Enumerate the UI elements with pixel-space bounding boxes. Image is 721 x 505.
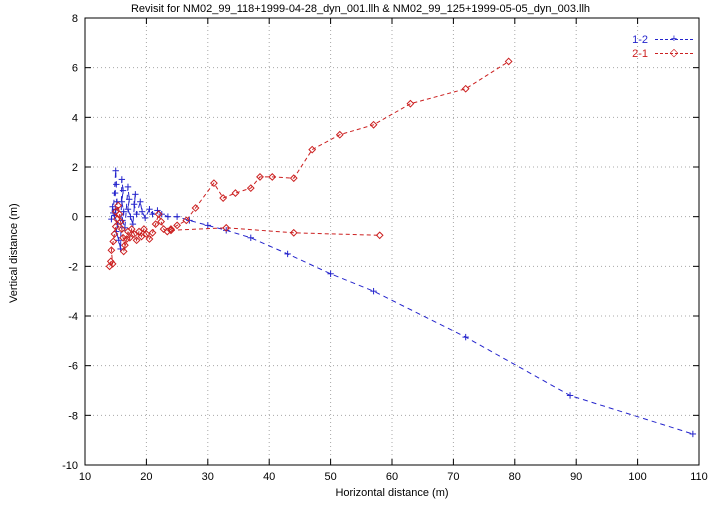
legend-line-sample-1-2: + [655,34,693,45]
y-tick-label: -2 [68,261,78,273]
x-tick-label: 110 [690,471,708,483]
legend-label-1-2: 1-2 [632,33,648,46]
y-tick-label: 6 [72,63,78,75]
series-2-1 [105,57,513,271]
y-tick-label: 8 [72,13,78,25]
y-tick-label: 0 [72,212,78,224]
x-tick-label: 100 [628,471,646,483]
series-1-2 [108,167,697,438]
legend-label-2-1: 2-1 [632,47,648,60]
x-tick-label: 50 [324,471,336,483]
gridlines [85,18,699,465]
x-tick-label: 20 [140,471,152,483]
series [105,57,697,438]
y-tick-label: -6 [68,361,78,373]
x-tick-label: 70 [447,471,459,483]
y-tick-label: -4 [68,311,78,323]
x-tick-label: 90 [570,471,582,483]
axes: 10 20 30 40 50 60 70 80 90 100 110 -10 -8 -6 -4 -2 0 2 4 6 8 [62,13,708,483]
chart-title: Revisit for NM02_99_118+1999-04-28_dyn_0… [130,3,591,15]
x-tick-label: 80 [509,471,521,483]
x-tick-label: 30 [202,471,214,483]
y-tick-label: 4 [72,112,78,124]
legend: 1-2 + 2-1 ◇ [632,33,693,60]
legend-line-sample-2-1: ◇ [655,48,693,59]
y-tick-label: -8 [68,410,78,422]
x-tick-label: 60 [386,471,398,483]
legend-entry-2-1: 2-1 ◇ [632,47,693,60]
plus-marker-icon: + [670,33,678,46]
x-tick-label: 40 [263,471,275,483]
x-tick-label: 10 [79,471,91,483]
x-axis-label: Horizontal distance (m) [335,487,449,499]
diamond-marker-icon: ◇ [669,47,679,60]
y-tick-label: 2 [72,162,78,174]
legend-entry-1-2: 1-2 + [632,33,693,46]
y-tick-label: -10 [62,460,78,472]
